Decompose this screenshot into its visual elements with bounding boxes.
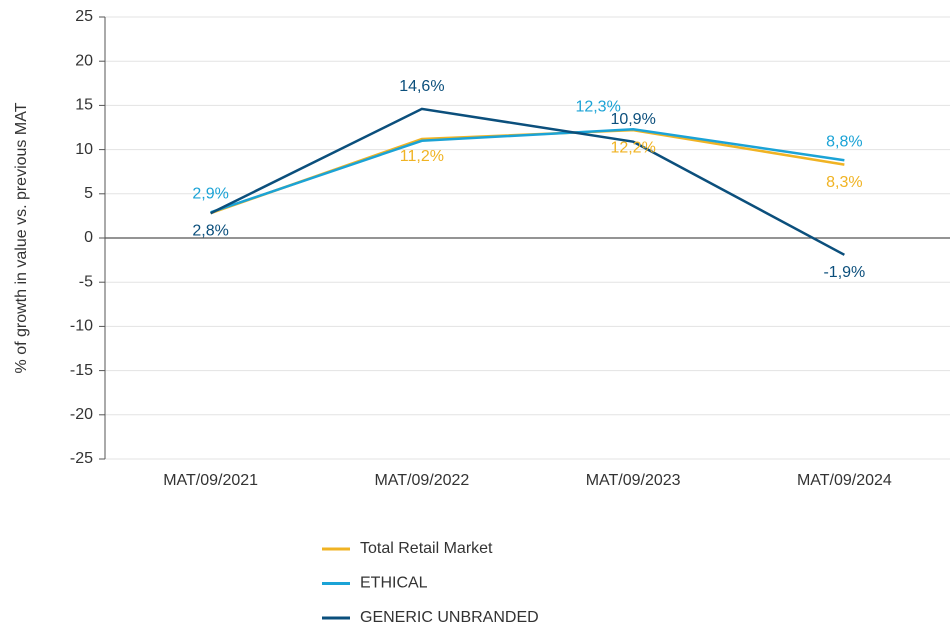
data-label: -1,9%	[823, 264, 865, 281]
x-tick-label: MAT/09/2023	[586, 472, 681, 489]
y-tick-label: -25	[70, 450, 93, 467]
legend-label: Total Retail Market	[360, 540, 493, 557]
x-tick-label: MAT/09/2021	[163, 472, 258, 489]
y-tick-label: 20	[75, 52, 93, 69]
y-tick-label: -10	[70, 318, 93, 335]
data-label: 8,8%	[826, 133, 862, 150]
y-tick-label: 5	[84, 185, 93, 202]
line-series	[210, 128, 845, 215]
x-tick-label: MAT/09/2022	[374, 472, 469, 489]
legend-label: GENERIC UNBRANDED	[360, 609, 539, 626]
data-label: 11,2%	[400, 148, 444, 165]
data-label: 14,6%	[399, 78, 444, 95]
x-tick-label: MAT/09/2024	[797, 472, 892, 489]
y-tick-label: -20	[70, 406, 93, 423]
data-label: 2,9%	[192, 186, 228, 203]
legend-label: ETHICAL	[360, 575, 428, 592]
y-tick-label: 10	[75, 141, 93, 158]
line-series	[210, 128, 845, 214]
data-label: 2,8%	[192, 222, 228, 239]
y-axis-label: % of growth in value vs. previous MAT	[13, 102, 30, 373]
line-series	[210, 107, 845, 256]
y-tick-label: 25	[75, 8, 93, 25]
data-label: 10,9%	[610, 111, 655, 128]
y-tick-label: 0	[84, 229, 93, 246]
y-tick-label: -5	[79, 273, 93, 290]
data-label: 12,3%	[575, 98, 620, 115]
data-label: 12,2%	[610, 139, 655, 156]
y-tick-label: 15	[75, 97, 93, 114]
data-label: 8,3%	[826, 174, 862, 191]
y-tick-label: -15	[70, 362, 93, 379]
